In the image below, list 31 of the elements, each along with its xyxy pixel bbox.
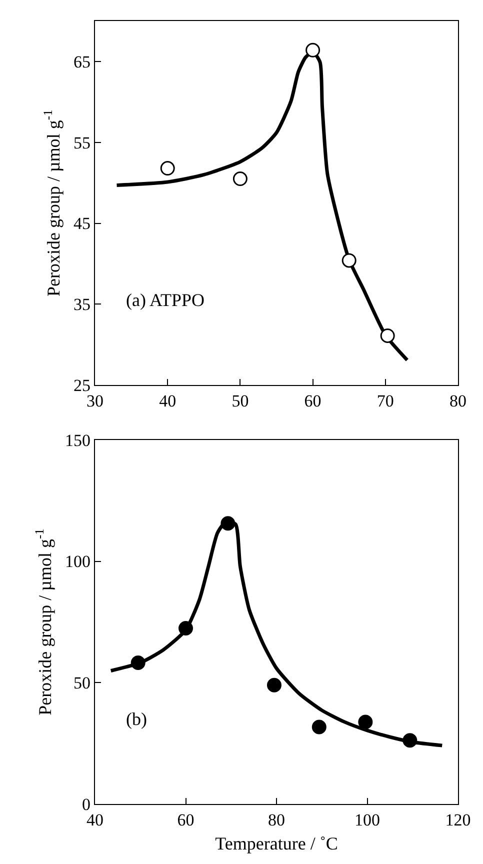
annotation: (b) bbox=[126, 709, 147, 729]
point bbox=[266, 678, 282, 692]
x-tick-label: 40 bbox=[159, 392, 176, 411]
y-tick-label: 100 bbox=[65, 552, 90, 572]
point bbox=[402, 733, 418, 748]
x-tick-label: 70 bbox=[376, 392, 394, 411]
point bbox=[306, 42, 320, 58]
x-tick-label: 60 bbox=[177, 810, 194, 830]
x-tick-label: 50 bbox=[232, 392, 249, 411]
point bbox=[380, 328, 395, 343]
point bbox=[130, 655, 146, 670]
y-tick-label: 45 bbox=[74, 214, 90, 234]
point bbox=[178, 621, 193, 636]
x-tick-label: 80 bbox=[268, 810, 285, 830]
y-tick-label: 50 bbox=[74, 674, 90, 693]
point bbox=[220, 516, 236, 531]
point bbox=[312, 720, 326, 734]
y-tick-label: 65 bbox=[74, 52, 90, 72]
y-tick-label: 150 bbox=[65, 430, 90, 450]
x-tick-label: 100 bbox=[354, 810, 380, 830]
x-tick-label: 120 bbox=[445, 810, 471, 830]
point bbox=[358, 714, 373, 730]
point bbox=[342, 253, 356, 268]
x-tick-label: 80 bbox=[450, 392, 466, 411]
point bbox=[232, 172, 248, 186]
x-axis-title: Temperature / ˚C bbox=[215, 834, 338, 854]
x-tick-label: 60 bbox=[304, 392, 322, 411]
point bbox=[160, 161, 175, 176]
y-tick-label: 55 bbox=[74, 133, 90, 152]
annotation: (a) ATPPO bbox=[126, 290, 205, 310]
y-tick-label: 35 bbox=[74, 295, 90, 314]
